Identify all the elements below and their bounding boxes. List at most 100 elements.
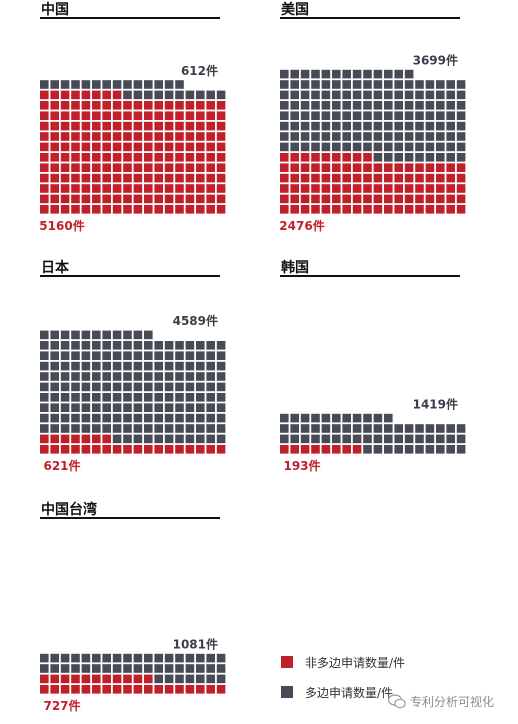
waffle-cell-multilateral — [196, 361, 205, 371]
waffle-cell-multilateral — [352, 132, 362, 141]
waffle-cell-non-multilateral — [123, 101, 132, 110]
waffle-cell-non-multilateral — [456, 184, 466, 193]
waffle-cell-multilateral — [154, 413, 163, 423]
waffle-cell-non-multilateral — [60, 111, 70, 120]
waffle-cell-non-multilateral — [164, 111, 174, 120]
waffle-cell-non-multilateral — [50, 90, 59, 100]
waffle-cell-multilateral — [133, 80, 143, 89]
waffle-cell-multilateral — [456, 90, 466, 100]
waffle-cell-multilateral — [71, 361, 80, 371]
waffle-cell-non-multilateral — [456, 194, 466, 204]
waffle-cell-non-multilateral — [133, 121, 143, 131]
waffle-cell-multilateral — [342, 111, 351, 120]
waffle-cell-multilateral — [185, 674, 195, 684]
waffle-cell-multilateral — [50, 424, 59, 433]
waffle-cell-multilateral — [352, 424, 362, 433]
waffle-cell-non-multilateral — [311, 173, 320, 183]
waffle-panel: 日本 4589件 621件 — [40, 259, 226, 473]
waffle-cell-multilateral — [436, 111, 445, 120]
waffle-cell-non-multilateral — [40, 674, 49, 684]
waffle-cell-multilateral — [144, 341, 153, 350]
waffle-cell-multilateral — [415, 90, 424, 100]
waffle-cell-multilateral — [175, 674, 184, 684]
waffle-cell-multilateral — [206, 413, 215, 423]
waffle-cell-multilateral — [415, 445, 424, 454]
waffle-cell-non-multilateral — [175, 111, 184, 120]
waffle-cell-multilateral — [102, 330, 111, 340]
waffle-cell-multilateral — [404, 424, 414, 433]
waffle-cell-multilateral — [92, 330, 101, 340]
waffle-cell-non-multilateral — [311, 194, 320, 204]
waffle-cell-multilateral — [321, 121, 331, 131]
waffle-cell-multilateral — [154, 674, 163, 684]
waffle-cell-non-multilateral — [342, 445, 351, 454]
waffle-cell-multilateral — [311, 69, 320, 79]
waffle-cell-non-multilateral — [175, 142, 184, 152]
waffle-cell-non-multilateral — [71, 111, 80, 120]
waffle-cell-non-multilateral — [81, 101, 91, 110]
waffle-cell-non-multilateral — [144, 163, 153, 172]
waffle-cell-multilateral — [123, 664, 132, 673]
waffle-cell-multilateral — [352, 69, 362, 79]
waffle-cell-non-multilateral — [154, 205, 163, 214]
waffle-cell-multilateral — [436, 101, 445, 110]
waffle-cell-non-multilateral — [352, 194, 362, 204]
waffle-cell-multilateral — [92, 653, 101, 663]
waffle-cell-multilateral — [50, 330, 59, 340]
waffle-cell-non-multilateral — [175, 173, 184, 183]
waffle-cell-multilateral — [71, 351, 80, 360]
waffle-cell-multilateral — [446, 434, 455, 444]
waffle-cell-non-multilateral — [404, 163, 414, 172]
waffle-cell-multilateral — [144, 434, 153, 444]
waffle-cell-non-multilateral — [373, 163, 383, 172]
waffle-cell-non-multilateral — [216, 194, 226, 204]
waffle-cell-multilateral — [50, 403, 59, 412]
waffle-cell-multilateral — [415, 101, 424, 110]
waffle-cell-multilateral — [60, 382, 70, 392]
waffle-cell-non-multilateral — [102, 153, 111, 162]
waffle-cell-multilateral — [363, 80, 372, 89]
legend-label-multilateral: 多边申请数量/件 — [305, 685, 393, 700]
waffle-cell-multilateral — [154, 382, 163, 392]
waffle-cell-non-multilateral — [112, 142, 122, 152]
non-multilateral-value-label: 621件 — [43, 458, 80, 473]
waffle-cell-non-multilateral — [352, 173, 362, 183]
waffle-cell-multilateral — [384, 445, 393, 454]
waffle-cell-multilateral — [133, 653, 143, 663]
waffle-cell-multilateral — [196, 382, 205, 392]
waffle-cell-multilateral — [81, 653, 91, 663]
waffle-cell-multilateral — [332, 69, 341, 79]
waffle-cell-non-multilateral — [71, 173, 80, 183]
waffle-cell-multilateral — [456, 445, 466, 454]
waffle-cell-multilateral — [206, 664, 215, 673]
waffle-cell-multilateral — [280, 111, 289, 120]
waffle-cell-multilateral — [425, 90, 435, 100]
non-multilateral-value-label: 2476件 — [279, 218, 324, 233]
waffle-cell-multilateral — [342, 413, 351, 423]
waffle-cell-non-multilateral — [144, 111, 153, 120]
waffle-cell-non-multilateral — [206, 194, 215, 204]
waffle-cell-non-multilateral — [300, 173, 310, 183]
waffle-cell-non-multilateral — [321, 194, 331, 204]
waffle-cell-non-multilateral — [164, 184, 174, 193]
waffle-cell-multilateral — [164, 664, 174, 673]
waffle-cell-non-multilateral — [123, 194, 132, 204]
waffle-cell-multilateral — [50, 372, 59, 381]
waffle-cell-non-multilateral — [384, 184, 393, 193]
waffle-cell-multilateral — [352, 80, 362, 89]
waffle-cell-non-multilateral — [332, 153, 341, 162]
waffle-cell-non-multilateral — [185, 153, 195, 162]
waffle-cell-non-multilateral — [92, 184, 101, 193]
waffle-cell-non-multilateral — [60, 121, 70, 131]
waffle-cell-multilateral — [102, 653, 111, 663]
waffle-cell-non-multilateral — [342, 163, 351, 172]
waffle-cell-non-multilateral — [71, 674, 80, 684]
waffle-cell-multilateral — [373, 80, 383, 89]
waffle-cell-non-multilateral — [81, 184, 91, 193]
waffle-cell-multilateral — [404, 69, 414, 79]
waffle-cell-non-multilateral — [206, 121, 215, 131]
waffle-cell-non-multilateral — [144, 121, 153, 131]
waffle-cell-non-multilateral — [92, 101, 101, 110]
waffle-cell-multilateral — [144, 372, 153, 381]
waffle-cell-multilateral — [352, 434, 362, 444]
